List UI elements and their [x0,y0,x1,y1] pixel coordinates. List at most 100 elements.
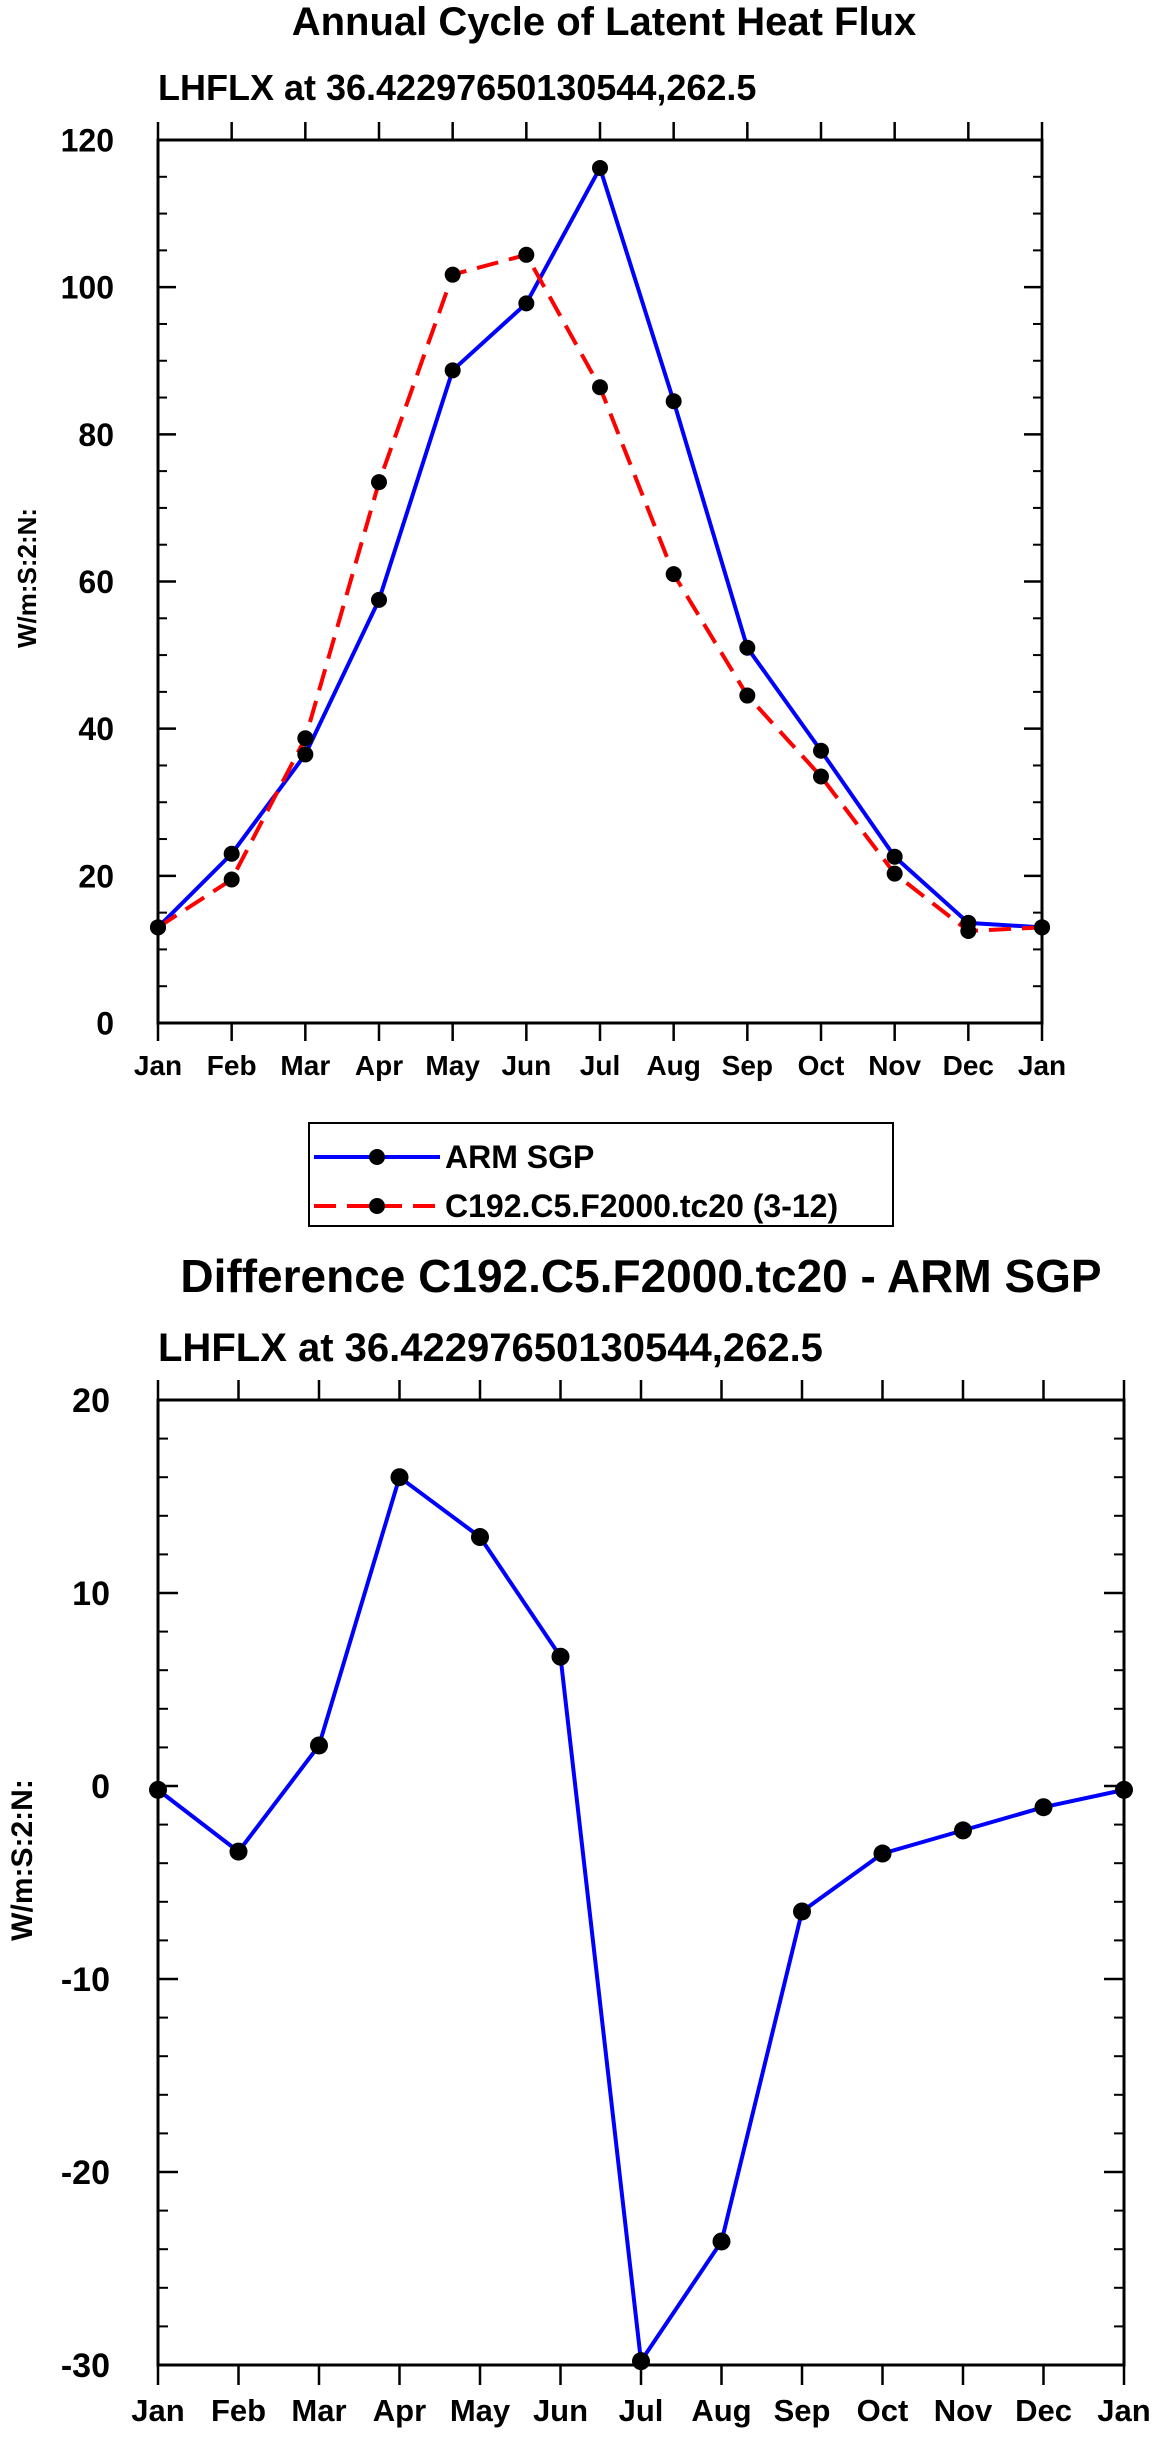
tick-labels: Jan Feb Mar Apr May Jun Jul Aug Sep Oct Nov Dec Jan 0… [61,123,1067,1081]
x-tick-label: Aug [691,2393,751,2428]
data-point [551,1647,570,1666]
x-tick-label: Jan [131,2393,184,2428]
data-point [371,591,387,608]
legend-label-c192: C192.C5.F2000.tc20 (3-12) [445,1188,838,1224]
x-tick-label: Jan [1018,1050,1066,1081]
x-tick-label: Sep [774,2393,831,2428]
y-tick-label: 120 [61,123,114,159]
x-tick-label: Jun [501,1050,551,1081]
x-tick-label: Mar [280,1050,330,1081]
legend-marker-c192 [369,1198,385,1214]
data-point [739,687,756,704]
x-tick-label: Jul [619,2393,664,2428]
y-tick-label: 100 [61,270,114,306]
x-tick-label: Jan [134,1050,182,1081]
data-point [712,2232,731,2251]
data-point [518,295,535,312]
x-tick-label: Apr [373,2393,426,2428]
series-group [149,1468,1133,2371]
x-tick-label: Feb [211,2393,266,2428]
data-point [632,2352,650,2371]
x-tick-label: Mar [291,2393,346,2428]
plot-frame [156,138,1044,1025]
axis-ticks [156,1380,1126,2385]
y-tick-label: 0 [91,1768,110,1806]
x-tick-label: Dec [943,1050,994,1081]
data-point [739,639,756,656]
x-tick-label: May [450,2393,511,2428]
data-point [518,246,535,263]
legend-marker-arm-sgp [369,1149,385,1165]
data-point [665,393,682,410]
y-tick-label: 0 [96,1006,114,1042]
x-tick-label: Oct [857,2393,909,2428]
x-tick-label: Sep [722,1050,773,1081]
series-line-1 [156,252,1043,934]
data-point [960,923,977,940]
x-tick-label: May [425,1050,480,1081]
y-tick-label: -30 [61,2347,110,2385]
x-tick-label: Jun [533,2393,588,2428]
axis-ticks [156,122,1044,1041]
data-point [813,742,829,759]
data-point [390,1468,409,1487]
difference-chart: Difference C192.C5.F2000.tc20 - ARM SGP … [6,1250,1151,2428]
data-point [444,266,461,283]
legend-box [308,1122,894,1227]
x-tick-label: Dec [1015,2393,1072,2428]
x-tick-label: Jul [580,1050,620,1081]
x-tick-label: Nov [934,2393,993,2428]
x-tick-label: Nov [868,1050,921,1081]
data-point [149,1780,167,1799]
legend-label-arm-sgp: ARM SGP [445,1139,594,1175]
x-tick-label: Aug [646,1050,700,1081]
data-point [223,845,240,862]
series-line-0 [156,165,1043,930]
y-axis-label: W/m:S:2:N: [12,508,42,648]
x-tick-label: Jan [1097,2393,1150,2428]
y-tick-label: 40 [78,711,114,747]
plot-frame [156,1398,1126,2367]
data-point [592,159,608,176]
y-tick-label: -10 [61,1961,110,1999]
y-tick-label: 10 [72,1575,110,1613]
data-point [813,768,829,785]
data-point [297,746,314,763]
y-tick-label: 20 [72,1382,110,1420]
y-axis-label: W/m:S:2:N: [6,1779,39,1941]
chart-title: Difference C192.C5.F2000.tc20 - ARM SGP [180,1250,1101,1302]
y-tick-label: -20 [61,2154,110,2192]
data-point [223,871,240,888]
chart-title: Annual Cycle of Latent Heat Flux [292,0,917,44]
chart-subtitle: LHFLX at 36.42297650130544,262.5 [158,1326,823,1370]
data-point [665,566,682,583]
data-point [444,362,461,379]
data-point [592,379,608,396]
legend: ARM SGP C192.C5.F2000.tc20 (3-12) [308,1122,894,1227]
x-tick-label: Feb [207,1050,257,1081]
data-point [954,1821,972,1840]
annual-cycle-chart: Annual Cycle of Latent Heat Flux LHFLX a… [12,0,1067,1227]
data-point [371,474,387,491]
data-point [229,1842,248,1861]
data-point [1034,1798,1053,1817]
y-tick-label: 20 [78,858,114,894]
x-tick-label: Oct [798,1050,845,1081]
series-group [150,159,1050,940]
chart-subtitle: LHFLX at 36.42297650130544,262.5 [158,67,756,108]
data-point [793,1902,811,1921]
data-point [1034,919,1050,936]
data-point [297,730,314,747]
tick-labels: Jan Feb Mar Apr May Jun Jul Aug Sep Oct Nov Dec Jan-… [61,1382,1151,2428]
x-tick-label: Apr [355,1050,403,1081]
data-point [873,1844,892,1863]
data-point [471,1528,489,1547]
data-point [886,848,903,865]
y-tick-label: 60 [78,564,114,600]
data-point [886,865,903,882]
y-tick-label: 80 [78,417,114,453]
series-line-0 [156,1475,1125,2364]
data-point [150,919,166,936]
data-point [310,1736,328,1755]
